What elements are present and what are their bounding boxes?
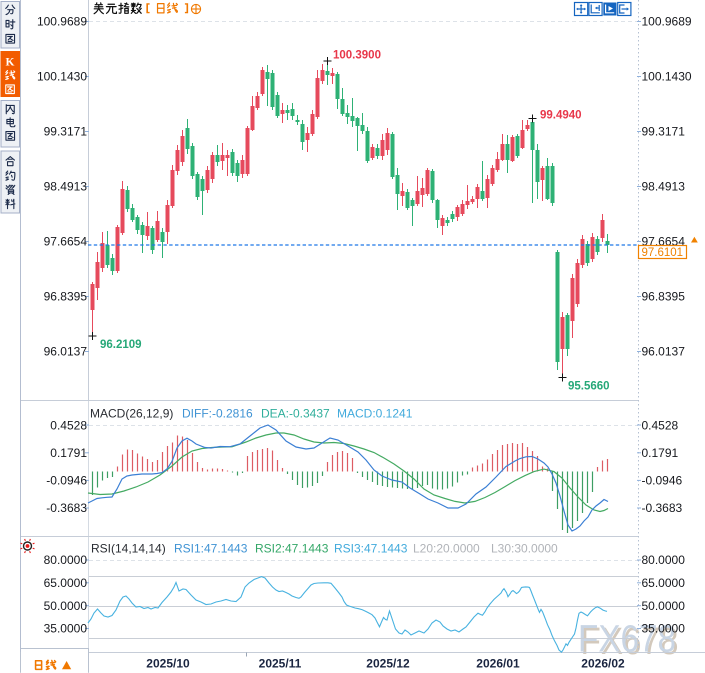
svg-text:L30:30.0000: L30:30.0000: [491, 542, 558, 556]
svg-text:35.0000: 35.0000: [44, 622, 88, 636]
svg-text:FX678: FX678: [581, 621, 679, 663]
svg-text:DIFF:-0.2816: DIFF:-0.2816: [182, 407, 253, 421]
svg-text:50.0000: 50.0000: [642, 599, 686, 613]
svg-text:RSI(14,14,14): RSI(14,14,14): [91, 542, 166, 556]
svg-text:65.0000: 65.0000: [44, 576, 88, 590]
svg-text:97.6101: 97.6101: [642, 247, 684, 259]
svg-text:MACD:0.1241: MACD:0.1241: [337, 407, 413, 421]
svg-text:2026/01: 2026/01: [476, 657, 520, 671]
svg-text:100.3900: 100.3900: [333, 50, 381, 62]
svg-text:100.9689: 100.9689: [37, 15, 87, 29]
svg-text:RSI1:47.1443: RSI1:47.1443: [174, 542, 248, 556]
svg-text:0.1791: 0.1791: [50, 446, 87, 460]
svg-text:-0.0946: -0.0946: [46, 474, 87, 488]
svg-text:96.8395: 96.8395: [642, 290, 686, 304]
svg-text:100.9689: 100.9689: [642, 15, 692, 29]
svg-text:99.3171: 99.3171: [642, 125, 686, 139]
svg-text:-0.3683: -0.3683: [46, 501, 87, 515]
svg-text:2025/10: 2025/10: [146, 657, 190, 671]
svg-text:65.0000: 65.0000: [642, 576, 686, 590]
svg-text:-0.3683: -0.3683: [642, 501, 683, 515]
svg-text:80.0000: 80.0000: [642, 553, 686, 567]
svg-text:35.0000: 35.0000: [642, 622, 686, 636]
svg-text:RSI3:47.1443: RSI3:47.1443: [334, 542, 408, 556]
svg-text:L20:20.0000: L20:20.0000: [413, 542, 480, 556]
svg-text:96.0137: 96.0137: [44, 345, 88, 359]
svg-text:K: K: [6, 57, 15, 69]
svg-text:0.4528: 0.4528: [642, 418, 679, 432]
svg-text:100.1430: 100.1430: [37, 70, 87, 84]
svg-text:95.5660: 95.5660: [568, 381, 610, 393]
svg-text:50.0000: 50.0000: [44, 599, 88, 613]
svg-text:80.0000: 80.0000: [44, 553, 88, 567]
svg-text:DEA:-0.3437: DEA:-0.3437: [261, 407, 330, 421]
svg-text:100.1430: 100.1430: [642, 70, 692, 84]
svg-text:99.4940: 99.4940: [540, 110, 582, 122]
svg-text:99.3171: 99.3171: [44, 125, 88, 139]
svg-text:2025/12: 2025/12: [366, 657, 410, 671]
svg-text:FX678: FX678: [578, 619, 676, 661]
svg-text:96.8395: 96.8395: [44, 290, 88, 304]
svg-text:RSI2:47.1443: RSI2:47.1443: [255, 542, 329, 556]
svg-text:98.4913: 98.4913: [642, 180, 686, 194]
svg-text:98.4913: 98.4913: [44, 180, 88, 194]
svg-text:MACD(26,12,9): MACD(26,12,9): [90, 407, 173, 421]
svg-text:96.2109: 96.2109: [100, 339, 142, 351]
svg-text:0.4528: 0.4528: [50, 418, 87, 432]
svg-text:0.1791: 0.1791: [642, 446, 679, 460]
svg-text:96.0137: 96.0137: [642, 345, 686, 359]
svg-text:-0.0946: -0.0946: [642, 474, 683, 488]
svg-text:2026/02: 2026/02: [581, 657, 625, 671]
svg-text:2025/11: 2025/11: [259, 657, 302, 671]
svg-text:97.6654: 97.6654: [44, 235, 88, 249]
